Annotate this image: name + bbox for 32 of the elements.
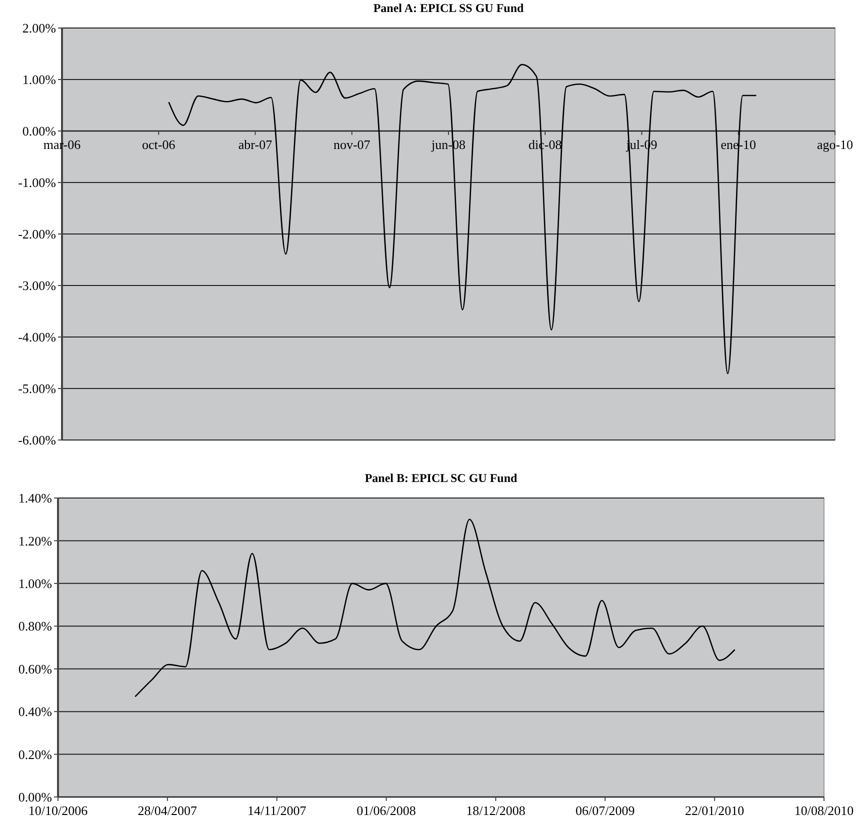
y-tick-label: -3.00% <box>18 278 56 294</box>
x-tick-label: 06/07/2009 <box>576 803 635 818</box>
x-tick-label: nov-07 <box>333 137 371 152</box>
y-tick-label: 1.40% <box>18 490 52 506</box>
y-tick-label: 1.00% <box>18 576 52 591</box>
y-tick-label: -4.00% <box>18 330 56 345</box>
x-tick-label: 10/10/2006 <box>28 803 88 818</box>
x-tick-label: abr-07 <box>238 137 273 152</box>
y-tick-label: -1.00% <box>18 175 56 190</box>
y-tick-label: 0.20% <box>18 746 52 762</box>
y-tick-label: -2.00% <box>18 226 56 242</box>
line-series <box>134 518 736 698</box>
x-tick-label: 10/08/2010 <box>794 803 854 818</box>
x-tick-label: 14/11/2007 <box>247 803 307 818</box>
y-tick-label: 0.40% <box>18 704 52 720</box>
y-tick-label: 0.00% <box>18 790 52 805</box>
y-tick-label: 0.00% <box>22 124 56 139</box>
chart-title: Panel B: EPICL SC GU Fund <box>364 471 518 485</box>
y-tick-label: -5.00% <box>18 381 56 396</box>
y-tick-label: 1.00% <box>22 72 56 88</box>
y-tick-label: -6.00% <box>18 432 56 448</box>
x-tick-label: ago-10 <box>816 137 854 152</box>
y-tick-label: 1.20% <box>18 533 52 548</box>
x-tick-label: oct-06 <box>142 137 176 152</box>
x-tick-label: 18/12/2008 <box>466 803 526 818</box>
x-tick-label: 01/06/2008 <box>356 803 416 818</box>
y-tick-label: 2.00% <box>22 20 56 36</box>
x-tick-label: 28/04/2007 <box>138 803 198 818</box>
y-tick-label: 0.60% <box>18 661 52 676</box>
chart-title: Panel A: EPICL SS GU Fund <box>373 1 524 15</box>
y-tick-label: 0.80% <box>18 618 52 634</box>
x-tick-label: 22/01/2010 <box>684 803 744 818</box>
